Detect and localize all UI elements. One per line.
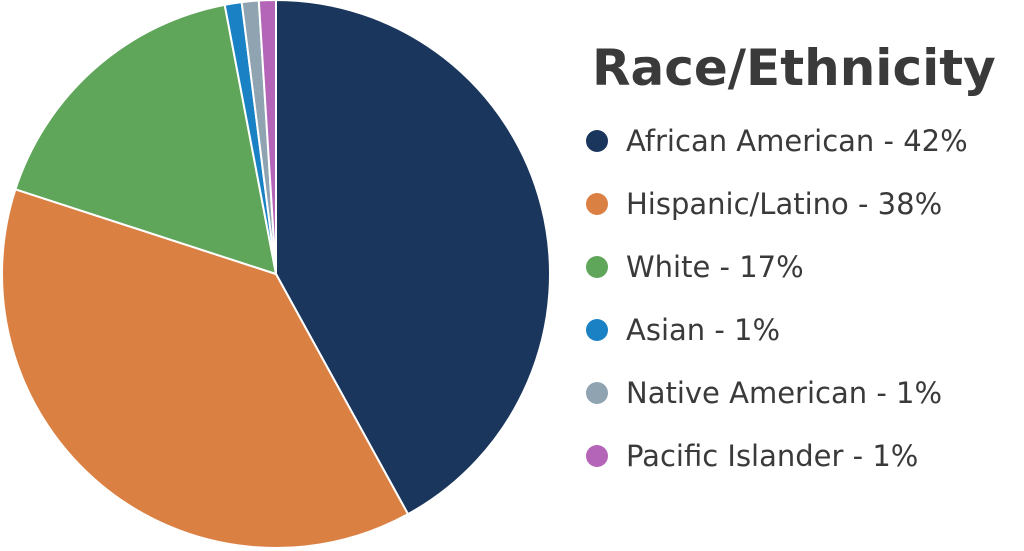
legend-label-asian: Asian - 1%: [626, 312, 781, 347]
legend-swatch-white: [586, 255, 608, 278]
legend-label-white: White - 17%: [626, 249, 804, 284]
chart-legend: African American - 42% Hispanic/Latino -…: [586, 109, 968, 487]
pie-slice-african-american: [275, 0, 551, 516]
legend-swatch-hispanic-latino: [586, 192, 608, 215]
legend-label-african-american: African American - 42%: [626, 123, 968, 158]
legend-swatch-african-american: [586, 129, 608, 152]
pie-slice-hispanic-latino: [1, 188, 409, 549]
legend-item-asian: Asian - 1%: [586, 298, 968, 361]
legend-swatch-asian: [586, 318, 608, 341]
legend-item-pacific-islander: Pacific Islander - 1%: [586, 424, 968, 487]
pie-chart: [1, 0, 551, 549]
chart-title: Race/Ethnicity: [592, 39, 996, 97]
legend-swatch-pacific-islander: [586, 444, 608, 467]
legend-label-native-american: Native American - 1%: [626, 375, 943, 410]
legend-item-african-american: African American - 42%: [586, 109, 968, 172]
legend-swatch-native-american: [586, 381, 608, 404]
legend-item-white: White - 17%: [586, 235, 968, 298]
legend-label-pacific-islander: Pacific Islander - 1%: [626, 438, 919, 473]
pie-slice-white: [14, 3, 277, 275]
legend-label-hispanic-latino: Hispanic/Latino - 38%: [626, 186, 943, 221]
pie-slice-pacific-islander: [257, 0, 277, 275]
legend-item-hispanic-latino: Hispanic/Latino - 38%: [586, 172, 968, 235]
legend-item-native-american: Native American - 1%: [586, 361, 968, 424]
